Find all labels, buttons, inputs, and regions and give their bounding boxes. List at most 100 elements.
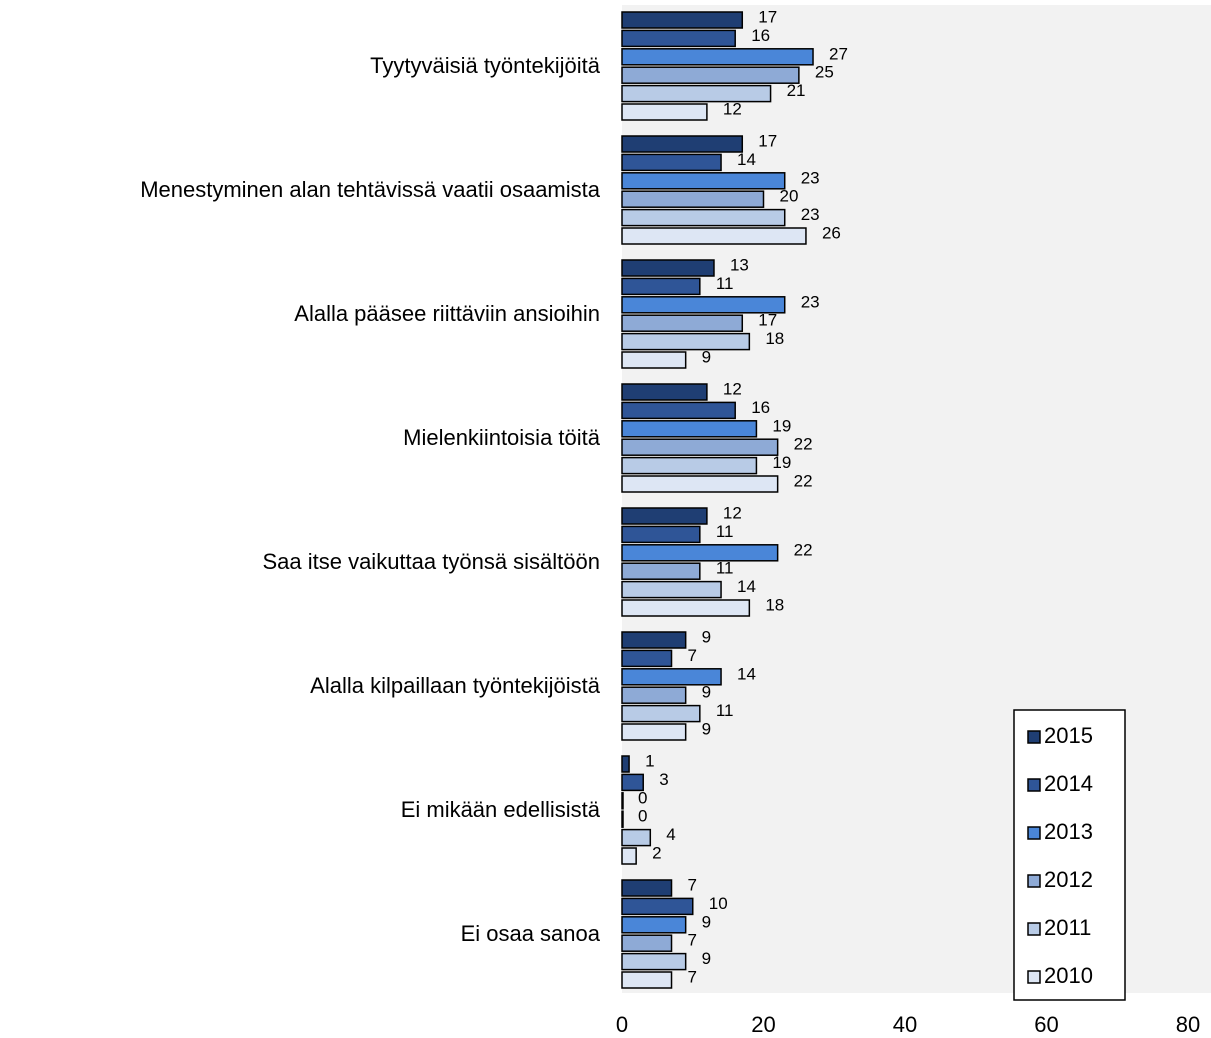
bar: [621, 649, 673, 668]
value-label: 9: [702, 949, 711, 968]
bar: [621, 704, 701, 723]
bar: [621, 314, 744, 332]
category-label: Ei osaa sanoa: [461, 921, 601, 946]
bar: [621, 723, 687, 741]
legend-swatch: [1027, 922, 1041, 936]
bar: [621, 792, 624, 810]
value-label: 26: [822, 223, 841, 242]
legend-box: [1013, 709, 1126, 1001]
bar: [621, 952, 687, 971]
bar: [621, 631, 687, 649]
bar: [621, 190, 765, 208]
category-label: Alalla pääsee riittäviin ansioihin: [294, 301, 600, 326]
value-label: 19: [772, 416, 791, 435]
value-label: 21: [787, 81, 806, 100]
value-label: 9: [702, 719, 711, 738]
bar: [621, 296, 786, 314]
bar: [621, 29, 736, 48]
bar: [621, 773, 644, 792]
legend-swatch: [1027, 778, 1041, 792]
bar: [621, 259, 715, 277]
value-label: 9: [702, 347, 711, 366]
value-label: 27: [829, 44, 848, 63]
value-label: 12: [723, 503, 742, 522]
bar: [621, 879, 673, 897]
value-label: 17: [758, 131, 777, 150]
value-label: 18: [765, 595, 784, 614]
bar: [621, 847, 637, 865]
category-label: Menestyminen alan tehtävissä vaatii osaa…: [140, 177, 601, 202]
x-tick-label: 80: [1176, 1012, 1200, 1037]
value-label: 7: [688, 875, 697, 894]
value-label: 17: [758, 7, 777, 26]
legend-label: 2013: [1044, 819, 1093, 844]
value-label: 11: [716, 522, 734, 541]
bar: [621, 277, 701, 296]
value-label: 0: [638, 788, 647, 807]
value-label: 7: [688, 967, 697, 986]
category-label: Tyytyväisiä työntekijöitä: [370, 53, 601, 78]
bar: [621, 686, 687, 704]
bar: [621, 420, 758, 438]
legend-label: 2010: [1044, 963, 1093, 988]
bar: [621, 103, 708, 121]
category-label: Ei mikään edellisistä: [401, 797, 601, 822]
bar: [621, 48, 814, 66]
bar: [621, 11, 744, 29]
value-label: 19: [772, 453, 791, 472]
legend-swatch: [1027, 730, 1041, 744]
value-label: 1: [645, 751, 654, 770]
value-label: 7: [688, 646, 697, 665]
bar: [621, 383, 708, 401]
bar: [621, 897, 694, 916]
bar: [621, 544, 779, 562]
value-label: 22: [794, 435, 813, 454]
value-label: 11: [716, 559, 734, 578]
legend-swatch: [1027, 874, 1041, 888]
x-tick-label: 40: [893, 1012, 917, 1037]
value-label: 22: [794, 471, 813, 490]
value-label: 7: [688, 931, 697, 950]
category-label: Alalla kilpaillaan työntekijöistä: [310, 673, 601, 698]
bar: [621, 401, 736, 420]
value-label: 12: [723, 379, 742, 398]
value-label: 2: [652, 843, 661, 862]
value-label: 9: [702, 627, 711, 646]
bar: [621, 971, 673, 989]
value-label: 4: [666, 825, 675, 844]
bar: [621, 755, 630, 773]
value-label: 14: [737, 577, 756, 596]
bar: [621, 456, 758, 475]
bar: [621, 227, 807, 245]
value-label: 0: [638, 807, 647, 826]
legend-label: 2011: [1044, 915, 1091, 940]
value-label: 16: [751, 26, 770, 45]
bar: [621, 599, 751, 617]
value-label: 22: [794, 540, 813, 559]
value-label: 3: [659, 770, 668, 789]
bar: [621, 475, 779, 493]
legend-swatch: [1027, 970, 1041, 984]
value-label: 9: [702, 912, 711, 931]
value-label: 10: [709, 894, 728, 913]
value-label: 25: [815, 63, 834, 82]
bar: [621, 84, 772, 103]
value-label: 16: [751, 398, 770, 417]
bar: [621, 580, 722, 599]
legend-label: 2012: [1044, 867, 1093, 892]
legend-swatch: [1027, 826, 1041, 840]
bar: [621, 828, 652, 847]
value-label: 13: [730, 255, 749, 274]
bar: [621, 668, 722, 686]
legend-label: 2015: [1044, 723, 1093, 748]
value-label: 20: [780, 187, 799, 206]
value-label: 17: [758, 311, 777, 330]
value-label: 11: [716, 701, 734, 720]
bar: [621, 135, 744, 153]
value-label: 11: [716, 274, 734, 293]
bar: [621, 153, 722, 172]
category-label: Saa itse vaikuttaa työnsä sisältöön: [262, 549, 600, 574]
x-tick-label: 0: [616, 1012, 628, 1037]
bar: [621, 172, 786, 190]
bar: [621, 332, 751, 351]
